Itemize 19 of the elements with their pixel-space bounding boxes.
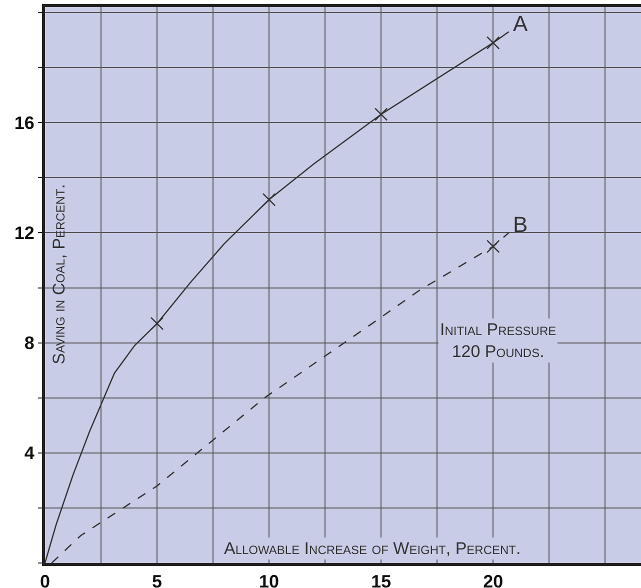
y-axis-title: Saving in Coal, Percent. bbox=[50, 184, 69, 364]
series-label: B bbox=[513, 212, 528, 237]
series-label: A bbox=[513, 11, 528, 36]
point bbox=[374, 108, 388, 121]
y-tick-label: 4 bbox=[24, 443, 34, 464]
y-tick-label: 8 bbox=[24, 333, 34, 354]
x-tick-label: 15 bbox=[371, 572, 392, 588]
point bbox=[486, 240, 500, 254]
point bbox=[262, 193, 276, 206]
annotation: Initial Pressure 120 Pounds. bbox=[440, 320, 556, 362]
x-tick-label: 20 bbox=[483, 572, 504, 588]
x-axis-title: Allowable Increase of Weight, Percent. bbox=[224, 539, 521, 558]
x-tick-label: 0 bbox=[40, 572, 50, 588]
y-tick-label: 12 bbox=[14, 223, 34, 243]
y-tick-label: 16 bbox=[14, 112, 34, 133]
x-tick-label: 10 bbox=[259, 572, 280, 588]
x-tick-label: 5 bbox=[152, 572, 162, 588]
point bbox=[150, 316, 164, 330]
point bbox=[486, 36, 500, 50]
